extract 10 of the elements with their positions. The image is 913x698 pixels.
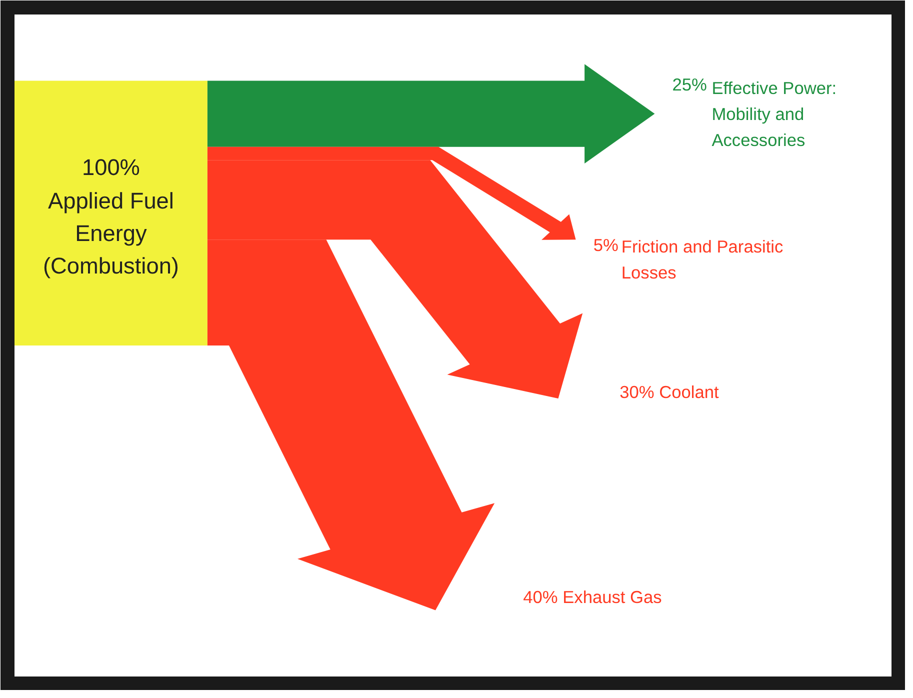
data-label: 100% [82,154,140,180]
data-label: 25% [672,74,707,95]
category-label: Applied Fuel Energy (Combustion) [42,187,179,278]
category-label: Friction and Parasitic Losses [621,236,784,282]
data-label: 5% [593,234,618,255]
data-label: 40% [523,587,558,608]
category-label: Effective Power: Mobility and Accessories [712,78,837,150]
data-label: 30% [620,382,654,402]
category-label: Exhaust Gas [562,587,662,608]
category-label: Coolant [659,382,720,402]
